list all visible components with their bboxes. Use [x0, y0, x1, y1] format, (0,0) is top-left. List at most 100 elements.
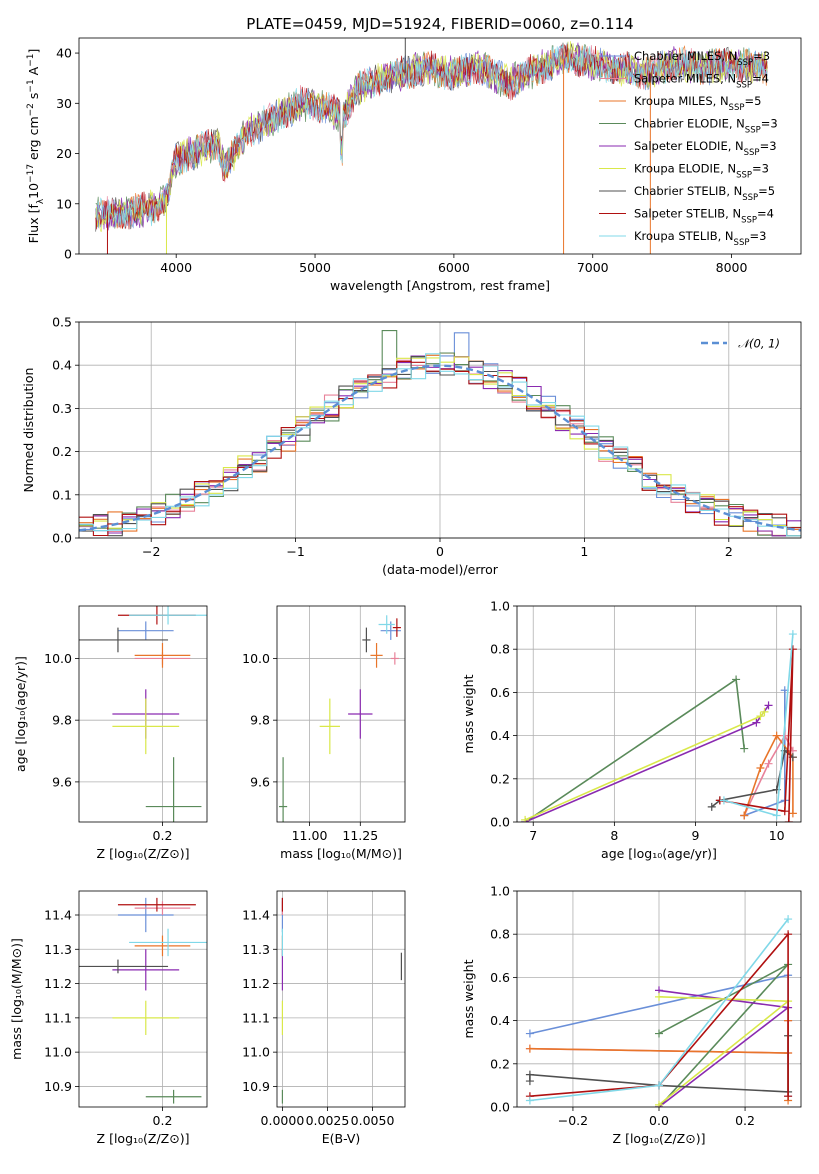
y-tick-label: 9.6	[250, 774, 270, 789]
series-line	[524, 711, 766, 821]
y-axis-label: mass weight	[461, 959, 476, 1038]
legend-value: =3	[749, 229, 766, 243]
series-kroupa-stelib	[719, 630, 797, 820]
spectrum-line-kroupa-stelib	[95, 44, 768, 229]
x-axis-label: E(B-V)	[322, 1131, 361, 1146]
x-tick-label: 6000	[438, 260, 470, 275]
chart-age-vs-Z: 0.2 9.6 9.8 10.0 Z [log₁₀(Z/Z⊙)] age [log₁₀(a…	[13, 605, 208, 861]
x-tick-label: 10	[769, 828, 785, 843]
legend-label: Chabrier MILES, N	[634, 49, 737, 63]
legend-label: Salpeter ELODIE, N	[634, 139, 744, 153]
y-axis-label: mass [log₁₀(M/M⊙)]	[9, 938, 24, 1060]
x-tick-label: 9	[692, 828, 700, 843]
point-marker	[772, 731, 781, 740]
y-tick-label: 11.4	[242, 908, 270, 923]
point-marker	[655, 1029, 663, 1038]
y-tick-label: 1.0	[490, 599, 510, 614]
series-chabrier-miles	[740, 686, 789, 820]
y-tick-label: 0.8	[490, 642, 510, 657]
legend-value: =5	[758, 184, 775, 198]
y-tick-label: 0.2	[52, 444, 72, 459]
errorbar-chabrier-elodie	[145, 757, 202, 822]
plot-area	[79, 897, 207, 1104]
x-tick-label: 0	[436, 544, 444, 559]
axes-frame	[516, 890, 802, 1108]
plot-area	[281, 897, 402, 1104]
point-marker	[756, 764, 765, 772]
legend-subscript: SSP	[741, 216, 757, 226]
axes-frame	[78, 605, 208, 823]
plot-area	[525, 915, 793, 1107]
y-tick-label: 11.0	[44, 1045, 72, 1060]
errorbar-chabrier-stelib	[362, 627, 371, 653]
y-axis-label: age [log₁₀(age/yr)]	[13, 656, 28, 772]
legend-subscript: SSP	[744, 148, 760, 158]
y-tick-label: 40	[56, 46, 72, 61]
point-marker	[756, 712, 765, 721]
legend-value: =3	[752, 162, 769, 176]
x-tick-label: 2	[725, 544, 733, 559]
errorbar-salpeter-stelib	[117, 897, 196, 912]
axes-frame	[276, 890, 406, 1108]
y-tick-label: 0.2	[490, 1056, 510, 1071]
point-marker	[732, 675, 741, 684]
chart-mass-vs-Z: 0.2 10.9 11.0 11.1 11.2 11.3 11.4 Z [log₁₀(Z/Z⊙…	[9, 890, 208, 1146]
y-tick-label: 9.8	[250, 713, 270, 728]
chart-age-vs-mass: 11.00 11.25 9.6 9.8 10.0 mass [log₁₀(M/M⊙)]	[242, 605, 406, 861]
y-tick-label: 11.4	[44, 908, 72, 923]
y-tick-label: 11.1	[242, 1010, 270, 1025]
series-line	[723, 634, 794, 817]
plot-area	[79, 330, 801, 537]
x-axis-label: mass [log₁₀(M/M⊙)]	[280, 846, 402, 861]
y-tick-label: 0.0	[490, 815, 510, 830]
label-part: Flux [f	[26, 204, 41, 244]
point-marker	[788, 809, 797, 818]
point-marker	[655, 1081, 663, 1090]
x-axis-label: wavelength [Angstrom, rest frame]	[330, 278, 550, 293]
x-tick-label: 4000	[160, 260, 192, 275]
errorbar-chabrier-elodie	[145, 1089, 202, 1104]
x-tick-label: 5000	[299, 260, 331, 275]
x-tick-label: 0.2	[153, 828, 173, 843]
point-marker	[707, 802, 716, 811]
x-tick-label: 11.25	[342, 828, 378, 843]
axes-frame	[78, 890, 208, 1108]
plot-area	[279, 615, 401, 822]
x-tick-label: 0.2	[153, 1113, 173, 1128]
errorbar-kroupa-miles	[134, 643, 191, 668]
errorbar-kroupa-miles	[134, 935, 191, 957]
y-tick-label: 0.8	[490, 927, 510, 942]
y-axis-label: Flux [fλ10−17 erg cm−2 s−1 A−1]	[26, 49, 46, 244]
legend-entry-salpeter-miles: Salpeter MILES, NSSP=4	[634, 72, 769, 91]
series-line	[529, 932, 789, 1097]
series-salpeter-stelib	[715, 645, 797, 822]
legend-label: Kroupa MILES, N	[634, 94, 729, 108]
legend-subscript: SSP	[736, 81, 752, 91]
x-tick-label: 0.2	[735, 1113, 755, 1128]
point-marker	[740, 744, 749, 753]
y-tick-label: 11.0	[242, 1045, 270, 1060]
series-salpeter-elodie	[521, 701, 773, 822]
legend-label: Kroupa ELODIE, N	[634, 162, 736, 176]
point-marker	[788, 645, 797, 654]
y-tick-label: 11.2	[242, 976, 270, 991]
y-tick-label: 0.0	[490, 1100, 510, 1115]
point-marker	[760, 707, 769, 716]
x-axis-label: Z [log₁₀(Z/Z⊙)]	[613, 1131, 706, 1146]
legend-label: Salpeter MILES, N	[634, 72, 736, 86]
label-part: ]	[26, 49, 41, 54]
x-tick-label: 0.0025	[306, 1113, 350, 1128]
point-marker	[772, 811, 781, 820]
point-marker	[788, 630, 797, 639]
x-tick-label: 0.0	[649, 1113, 669, 1128]
legend-label: Salpeter STELIB, N	[634, 207, 741, 221]
errorbar-kroupa-miles	[370, 643, 383, 668]
legend-label: Chabrier STELIB, N	[634, 184, 742, 198]
chart-weight-vs-age: 7 8 9 10 0.0 0.2 0.4 0.6 0.8 1.0 age [log₁₀(age/yr…	[461, 599, 802, 861]
series-chabrier-elodie	[521, 675, 749, 822]
y-tick-label: 10.9	[44, 1079, 72, 1094]
x-tick-label: 7	[529, 828, 537, 843]
y-tick-label: 11.3	[242, 942, 270, 957]
plot-area	[521, 630, 797, 822]
x-tick-label: 0.0050	[351, 1113, 395, 1128]
